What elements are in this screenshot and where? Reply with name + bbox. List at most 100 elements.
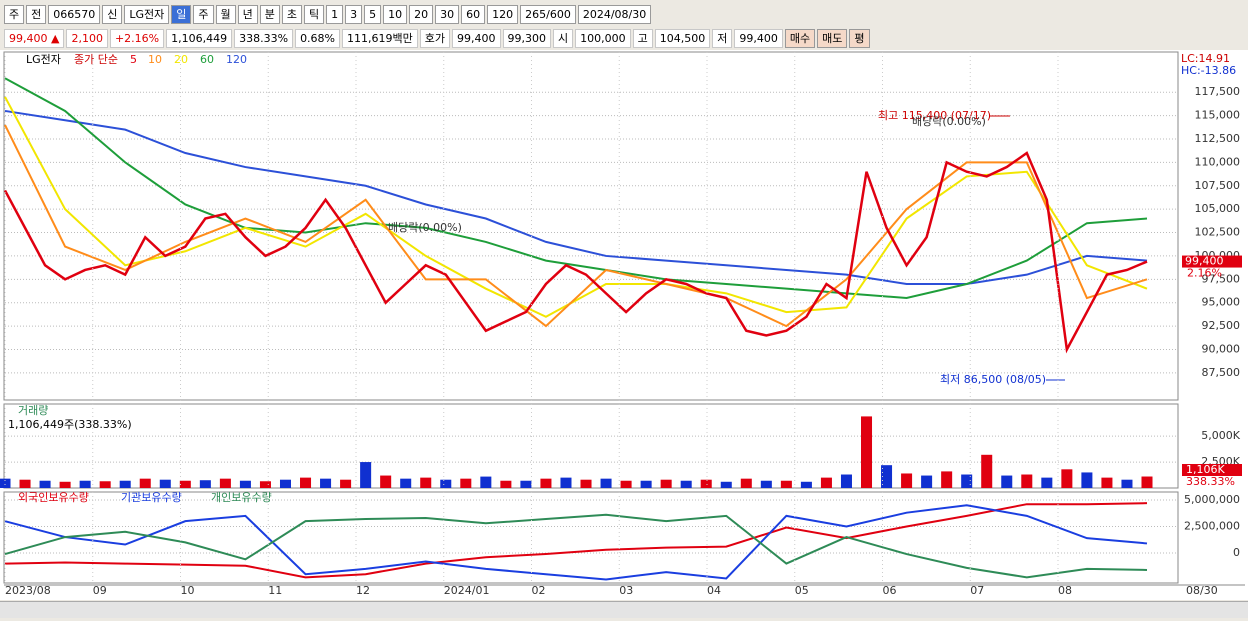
volume-bar bbox=[99, 481, 111, 488]
series-line bbox=[4, 513, 1148, 579]
y-tick-label: 112,500 bbox=[1195, 132, 1241, 145]
volume-bar bbox=[159, 479, 171, 488]
legend-entry: 120 bbox=[226, 53, 247, 66]
legend-entry: 10 bbox=[148, 53, 162, 66]
toolbar-button[interactable]: 년 bbox=[237, 5, 258, 24]
toolbar-button[interactable]: 10 bbox=[383, 5, 408, 24]
x-end-label: 08/30 bbox=[1186, 584, 1218, 597]
quote-bar: 99,400 ▲ 2,100 +2.16% 1,106,449 338.33% 0.68%… bbox=[4, 29, 870, 48]
y-tick-label: 95,000 bbox=[1202, 296, 1241, 309]
y-tick-label: 107,500 bbox=[1195, 179, 1241, 192]
x-tick-label: 09 bbox=[93, 584, 107, 597]
toolbar-button[interactable]: 20 bbox=[409, 5, 434, 24]
y-tick-label: 102,500 bbox=[1195, 226, 1241, 239]
toolbar-button[interactable]: 60 bbox=[461, 5, 486, 24]
toolbar-button[interactable]: 30 bbox=[435, 5, 460, 24]
volume-bar bbox=[680, 480, 692, 488]
annotation: 최고 115,400 (07/17) bbox=[878, 109, 991, 122]
volume-bar bbox=[740, 478, 752, 488]
quote-field: 99,400 ▲ bbox=[4, 29, 65, 48]
x-tick-label: 05 bbox=[795, 584, 809, 597]
scrollbar[interactable] bbox=[0, 601, 1248, 618]
volume-bar bbox=[259, 481, 271, 488]
volume-bar bbox=[199, 480, 211, 488]
order-button[interactable]: 평 bbox=[849, 29, 870, 48]
toolbar-button[interactable]: 월 bbox=[215, 5, 236, 24]
volume-bar bbox=[1141, 476, 1153, 488]
annotation: 배당락(0.00%) bbox=[912, 115, 986, 128]
series-line bbox=[4, 109, 1148, 285]
legend-entry: 외국인보유수량 bbox=[18, 491, 89, 504]
volume-bar bbox=[981, 454, 993, 488]
y-tick-label: 115,000 bbox=[1195, 109, 1241, 122]
volume-bar bbox=[860, 416, 873, 488]
y-tick-label: 87,500 bbox=[1202, 366, 1241, 379]
x-tick-label: 06 bbox=[883, 584, 897, 597]
volume-bar bbox=[961, 474, 973, 488]
quote-field: 100,000 bbox=[575, 29, 631, 48]
toolbar-button[interactable]: 5 bbox=[364, 5, 382, 24]
volume-bar bbox=[1021, 474, 1033, 488]
toolbar-button[interactable]: 신 bbox=[102, 5, 123, 24]
toolbar-button[interactable]: 120 bbox=[487, 5, 519, 24]
quote-field: 99,300 bbox=[502, 29, 551, 48]
y-tick-label: 92,500 bbox=[1202, 319, 1241, 332]
price-tag bbox=[1182, 255, 1242, 268]
legend-entry: 개인보유수량 bbox=[211, 491, 272, 504]
volume-bar bbox=[1001, 475, 1013, 488]
toolbar-button[interactable]: 일 bbox=[171, 5, 192, 24]
volume-tag bbox=[1182, 464, 1242, 476]
series-line bbox=[3, 151, 1148, 354]
chart-area: 87,50090,00092,50095,00097,500100,000102… bbox=[0, 50, 1248, 600]
volume-bar bbox=[179, 480, 191, 488]
volume-bar bbox=[500, 480, 512, 488]
volume-bar bbox=[119, 480, 131, 488]
x-tick-label: 03 bbox=[619, 584, 633, 597]
toolbar-button[interactable]: 주 bbox=[193, 5, 214, 24]
quote-field: 시 bbox=[553, 29, 574, 48]
y-tick-label: 97,500 bbox=[1202, 272, 1241, 285]
volume-bar bbox=[279, 479, 292, 488]
toolbar-button[interactable]: 2024/08/30 bbox=[577, 5, 652, 24]
volume-bar bbox=[320, 478, 332, 488]
volume-bar bbox=[820, 477, 832, 488]
x-tick-label: 02 bbox=[532, 584, 546, 597]
background bbox=[0, 50, 1248, 600]
volume-bar bbox=[340, 479, 352, 488]
toolbar-button[interactable]: 틱 bbox=[304, 5, 325, 24]
x-tick-label: 2023/08 bbox=[5, 584, 51, 597]
toolbar: 주 전 066570 신 LG전자 일 주 월 년 분 초 틱 1 3 5 10 20 30 60 120 265/60… bbox=[4, 5, 652, 24]
toolbar-button[interactable]: 066570 bbox=[48, 5, 101, 24]
volume-bar bbox=[0, 478, 11, 488]
volume-bar bbox=[560, 477, 572, 488]
quote-field: +2.16% bbox=[109, 29, 165, 48]
volume-bar bbox=[881, 465, 893, 488]
series-line bbox=[4, 96, 1148, 318]
toolbar-button[interactable]: 전 bbox=[26, 5, 47, 24]
toolbar-button[interactable]: 1 bbox=[326, 5, 344, 24]
legend-entry: 기관보유수량 bbox=[121, 491, 182, 504]
quote-field: 99,400 bbox=[452, 29, 501, 48]
price-panel bbox=[3, 51, 1179, 401]
volume-bar bbox=[239, 480, 251, 488]
volume-bar bbox=[19, 479, 31, 488]
last-price: 99,400 bbox=[1185, 255, 1224, 268]
toolbar-button[interactable]: 초 bbox=[281, 5, 303, 24]
hc-label: HC:-13.86 bbox=[1181, 64, 1236, 77]
volume-bar bbox=[380, 475, 392, 488]
last-volume: 1,106K bbox=[1186, 463, 1225, 476]
toolbar-button[interactable]: 분 bbox=[259, 5, 280, 24]
order-button[interactable]: 매도 bbox=[817, 29, 848, 48]
volume-bar bbox=[660, 479, 672, 488]
volume-bar bbox=[620, 480, 632, 488]
quote-field: 0.68% bbox=[295, 29, 341, 48]
order-button[interactable]: 매수 bbox=[784, 29, 816, 48]
toolbar-button[interactable]: 주 bbox=[4, 5, 25, 24]
series-line bbox=[4, 77, 1148, 300]
holding-panel bbox=[3, 491, 1179, 584]
toolbar-button[interactable]: 3 bbox=[345, 5, 363, 24]
series-line bbox=[4, 502, 1148, 579]
toolbar-button[interactable]: 265/600 bbox=[520, 5, 576, 24]
toolbar-button[interactable]: LG전자 bbox=[124, 5, 170, 24]
volume-bar bbox=[520, 480, 532, 488]
